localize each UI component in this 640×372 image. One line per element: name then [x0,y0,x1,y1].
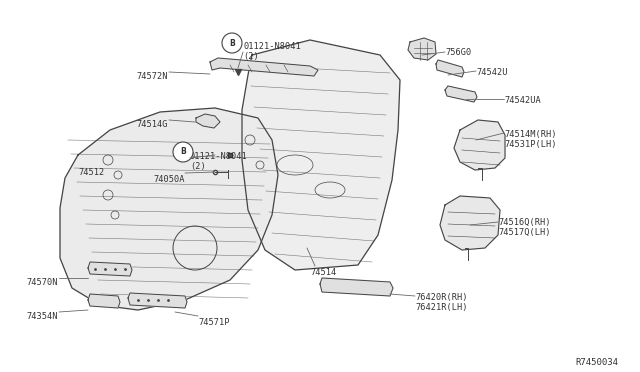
Text: 01121-N8041
(2): 01121-N8041 (2) [190,152,248,171]
Text: 74542UA: 74542UA [504,96,541,105]
Polygon shape [445,86,477,102]
Text: 74542U: 74542U [476,68,508,77]
Text: 01121-N8041
(2): 01121-N8041 (2) [243,42,301,61]
Polygon shape [210,58,318,76]
Polygon shape [436,60,464,77]
Polygon shape [88,262,132,276]
Text: 74514G: 74514G [136,120,168,129]
Polygon shape [128,293,187,308]
Polygon shape [454,120,505,170]
Polygon shape [60,108,278,310]
Text: 74354N: 74354N [26,312,58,321]
Circle shape [222,33,242,53]
Polygon shape [242,40,400,270]
Text: B: B [180,148,186,157]
Text: R7450034: R7450034 [575,358,618,367]
Text: 74514M(RH)
74531P(LH): 74514M(RH) 74531P(LH) [504,130,557,150]
Text: B: B [229,38,235,48]
Polygon shape [320,278,393,296]
Text: 74516Q(RH)
74517Q(LH): 74516Q(RH) 74517Q(LH) [498,218,550,237]
Circle shape [173,142,193,162]
Text: 76420R(RH)
76421R(LH): 76420R(RH) 76421R(LH) [415,293,467,312]
Text: 756G0: 756G0 [445,48,471,57]
Text: 74572N: 74572N [136,72,168,81]
Text: 74570N: 74570N [26,278,58,287]
Polygon shape [440,196,500,250]
Polygon shape [408,38,436,60]
Text: 74514: 74514 [310,268,336,277]
Text: 74512: 74512 [78,168,104,177]
Polygon shape [88,294,120,308]
Text: 74050A: 74050A [154,175,185,184]
Text: 74571P: 74571P [198,318,230,327]
Polygon shape [196,114,220,128]
